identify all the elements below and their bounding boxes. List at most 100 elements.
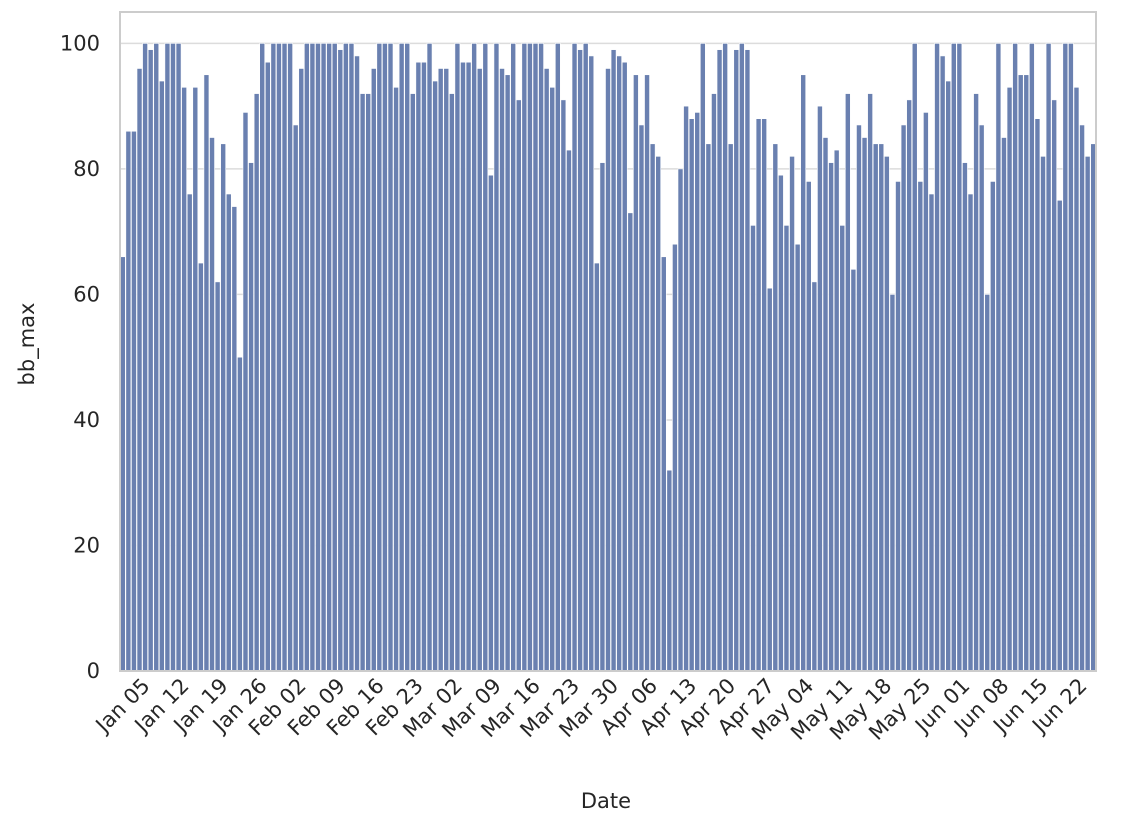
bar xyxy=(1068,43,1074,672)
bar xyxy=(956,43,963,672)
bar xyxy=(739,43,745,672)
bar xyxy=(337,49,344,672)
bar xyxy=(1017,74,1024,672)
bar xyxy=(298,68,305,672)
bar xyxy=(554,43,561,672)
bar xyxy=(449,93,455,672)
bar xyxy=(672,243,678,672)
bar xyxy=(443,68,450,672)
bar xyxy=(460,61,466,672)
y-tick-label: 20 xyxy=(73,533,100,557)
bar xyxy=(967,193,974,672)
bar xyxy=(794,243,801,672)
bar xyxy=(1034,118,1041,672)
bar xyxy=(917,181,924,672)
bar xyxy=(683,105,689,672)
bar xyxy=(198,262,204,672)
bar xyxy=(315,43,321,672)
bar xyxy=(387,43,394,672)
bar xyxy=(309,43,316,672)
bar xyxy=(705,143,712,672)
bar xyxy=(694,112,701,672)
bar xyxy=(711,93,717,672)
bar xyxy=(186,193,193,672)
bar xyxy=(884,156,890,672)
bar xyxy=(1012,43,1018,672)
bar xyxy=(482,43,489,672)
bar xyxy=(404,43,411,672)
bar xyxy=(253,93,260,672)
bar xyxy=(950,43,957,672)
bar xyxy=(700,43,706,672)
bar xyxy=(1073,87,1080,672)
bar xyxy=(984,294,991,672)
bar xyxy=(895,181,901,672)
bar xyxy=(889,294,896,672)
bar xyxy=(677,168,684,672)
bar xyxy=(800,74,807,672)
bar xyxy=(365,93,371,672)
bar xyxy=(359,93,366,672)
bar xyxy=(376,43,383,672)
bar xyxy=(281,43,288,672)
bar xyxy=(136,68,143,672)
bar xyxy=(978,124,985,672)
bar xyxy=(1001,137,1007,672)
bar xyxy=(532,43,539,672)
bar xyxy=(688,118,695,672)
bar xyxy=(660,256,667,672)
bar xyxy=(292,124,299,672)
bar xyxy=(426,43,433,672)
bar xyxy=(304,43,310,672)
bar xyxy=(320,43,327,672)
x-axis-label: Date xyxy=(581,789,631,813)
bar xyxy=(343,43,349,672)
bar xyxy=(638,124,645,672)
bar xyxy=(811,281,818,672)
bar xyxy=(911,43,918,672)
bar xyxy=(488,174,494,672)
bar xyxy=(549,87,556,672)
bar xyxy=(192,87,199,672)
bar xyxy=(666,469,673,672)
bar xyxy=(331,43,338,672)
bar xyxy=(276,43,282,672)
bar xyxy=(471,43,477,672)
bar xyxy=(900,124,907,672)
bar xyxy=(878,143,885,672)
bar xyxy=(543,68,550,672)
bar xyxy=(616,55,622,672)
bar xyxy=(248,162,254,672)
bar xyxy=(1090,143,1097,672)
bar xyxy=(599,162,606,672)
bar xyxy=(571,43,578,672)
bar xyxy=(119,256,126,672)
bar xyxy=(789,156,795,672)
y-tick-label: 60 xyxy=(73,282,100,306)
bar xyxy=(1023,74,1030,672)
bar xyxy=(382,43,388,672)
bar xyxy=(850,269,857,672)
bar xyxy=(560,99,567,672)
bar xyxy=(393,87,399,672)
bar xyxy=(633,74,639,672)
bar xyxy=(370,68,377,672)
bar xyxy=(415,61,422,672)
bar xyxy=(906,99,912,672)
bar xyxy=(1062,43,1069,672)
bar xyxy=(928,193,935,672)
bar xyxy=(170,43,176,672)
bar xyxy=(605,68,611,672)
bar xyxy=(437,68,444,672)
bar xyxy=(733,49,740,672)
bar xyxy=(125,130,132,672)
bar xyxy=(990,181,996,672)
bar xyxy=(750,225,756,672)
bar xyxy=(861,137,868,672)
bar xyxy=(1040,156,1046,672)
bar xyxy=(755,118,762,672)
bar xyxy=(610,49,617,672)
bar xyxy=(499,68,505,672)
bar xyxy=(828,162,834,672)
bar xyxy=(566,149,572,672)
